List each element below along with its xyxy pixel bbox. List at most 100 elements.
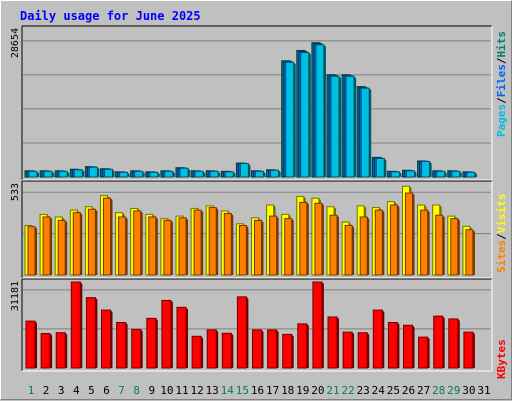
bar-sites-day-11 xyxy=(178,217,187,276)
legend-separator: / xyxy=(495,57,508,64)
bar-pages-day-25 xyxy=(390,171,400,178)
bar-kbytes-day-20 xyxy=(312,281,323,369)
bar-pages-day-30-side xyxy=(474,172,477,177)
bar-kbytes-day-3-side xyxy=(65,332,68,368)
legend-sites-visits: Sites/Visits xyxy=(495,194,508,274)
bar-sites-day-12-side xyxy=(201,210,204,275)
x-tick-label-day-11: 11 xyxy=(175,384,188,397)
bar-kbytes-day-3 xyxy=(55,332,66,369)
bar-pages-day-26-side xyxy=(414,170,417,177)
x-tick-label-day-18: 18 xyxy=(281,384,294,397)
bar-pages-day-24-side xyxy=(384,158,387,177)
bar-kbytes-day-26-side xyxy=(412,325,415,368)
bar-sites-day-13 xyxy=(208,207,217,276)
bar-kbytes-day-27-side xyxy=(427,337,430,368)
bar-sites-day-19 xyxy=(299,201,308,276)
bar-pages-day-22-side xyxy=(354,76,357,177)
bar-sites-day-2 xyxy=(42,216,51,276)
legend-hits-files-pages: Pages/Files/Hits xyxy=(495,31,508,137)
bar-sites-day-11-side xyxy=(186,217,188,275)
bar-sites-day-5 xyxy=(87,208,96,276)
x-tick-label-day-7: 7 xyxy=(118,384,125,397)
bar-pages-day-10-side xyxy=(172,171,175,177)
bar-pages-day-29-side xyxy=(459,171,462,177)
bar-pages-day-27-side xyxy=(429,161,432,177)
bar-pages-day-24 xyxy=(375,157,385,178)
bar-sites-day-14 xyxy=(223,213,232,276)
bar-sites-day-23-side xyxy=(367,216,370,275)
bar-sites-day-4 xyxy=(72,212,81,276)
x-tick-label-day-21: 21 xyxy=(326,384,339,397)
bar-pages-day-10 xyxy=(164,170,174,178)
bar-pages-day-14 xyxy=(224,171,234,178)
bar-sites-day-20 xyxy=(314,202,323,276)
x-tick-label-day-6: 6 xyxy=(103,384,110,397)
x-tick-label-day-2: 2 xyxy=(43,384,50,397)
x-tick-label-day-10: 10 xyxy=(160,384,173,397)
bar-sites-day-3 xyxy=(57,219,66,276)
bar-sites-day-9 xyxy=(148,216,157,276)
legend-kbytes: KBytes xyxy=(495,339,508,379)
bar-sites-day-7 xyxy=(118,216,127,276)
bar-sites-day-18 xyxy=(284,218,293,276)
bar-pages-day-19 xyxy=(300,52,310,178)
x-tick-label-day-13: 13 xyxy=(206,384,219,397)
bar-pages-day-1 xyxy=(28,170,38,178)
bar-kbytes-day-7-side xyxy=(125,322,128,368)
bar-kbytes-day-10-side xyxy=(170,300,173,368)
legend-separator: / xyxy=(495,233,508,240)
bar-kbytes-day-1 xyxy=(25,320,36,369)
bar-pages-day-2 xyxy=(43,170,53,178)
bar-pages-day-15-side xyxy=(248,163,251,177)
x-tick-label-day-1: 1 xyxy=(28,384,35,397)
bar-pages-day-6-side xyxy=(112,169,115,177)
bar-pages-day-21-side xyxy=(339,76,341,177)
y-max-label-3: 31181 xyxy=(10,281,21,311)
bar-pages-day-16 xyxy=(255,170,264,178)
bar-sites-day-1-side xyxy=(35,226,37,275)
x-tick-label-day-20: 20 xyxy=(311,384,324,397)
bar-sites-day-24 xyxy=(374,209,383,276)
bar-kbytes-day-25-side xyxy=(397,322,400,368)
bar-pages-day-12-side xyxy=(203,171,206,177)
bar-sites-day-17 xyxy=(269,215,278,276)
bar-sites-day-15-side xyxy=(246,225,249,275)
bar-pages-day-18 xyxy=(285,61,295,178)
bar-sites-day-5-side xyxy=(95,209,98,275)
bar-sites-day-26 xyxy=(405,192,413,276)
y-max-label-2: 533 xyxy=(10,183,21,201)
bar-kbytes-day-29 xyxy=(448,318,459,369)
bar-pages-day-14-side xyxy=(233,171,236,177)
bar-pages-day-16-side xyxy=(263,171,266,177)
legend-pages: Pages xyxy=(495,104,508,137)
plot-panel-1 xyxy=(22,26,492,180)
bar-sites-day-27 xyxy=(420,209,429,276)
x-tick-label-day-3: 3 xyxy=(58,384,65,397)
bar-kbytes-day-15-side xyxy=(246,296,249,368)
bar-sites-day-6 xyxy=(103,197,111,276)
bar-kbytes-day-11 xyxy=(176,306,187,369)
bar-sites-day-13-side xyxy=(216,207,219,275)
bar-kbytes-day-21-side xyxy=(337,316,339,368)
legend-separator: / xyxy=(495,97,508,104)
bar-pages-day-22 xyxy=(345,75,355,178)
bar-sites-day-28-side xyxy=(442,215,445,275)
bar-kbytes-day-18 xyxy=(282,333,293,369)
bar-kbytes-day-21 xyxy=(327,316,338,369)
bar-pages-day-7 xyxy=(119,171,129,178)
chart-title: Daily usage for June 2025 xyxy=(20,9,201,23)
bar-sites-day-26-side xyxy=(412,193,415,275)
bar-kbytes-day-30-side xyxy=(472,332,475,368)
bar-kbytes-day-14 xyxy=(221,332,232,369)
bar-pages-day-23 xyxy=(360,87,370,178)
bar-pages-day-21 xyxy=(330,75,340,178)
bar-sites-day-1 xyxy=(27,226,36,276)
bar-kbytes-day-12 xyxy=(191,335,202,369)
bar-sites-day-30-side xyxy=(472,229,475,275)
bar-sites-day-19-side xyxy=(306,202,309,275)
bar-pages-day-9 xyxy=(149,171,159,178)
bar-kbytes-day-22 xyxy=(342,331,353,369)
bar-kbytes-day-17 xyxy=(267,329,278,369)
bar-pages-day-27 xyxy=(421,161,431,178)
